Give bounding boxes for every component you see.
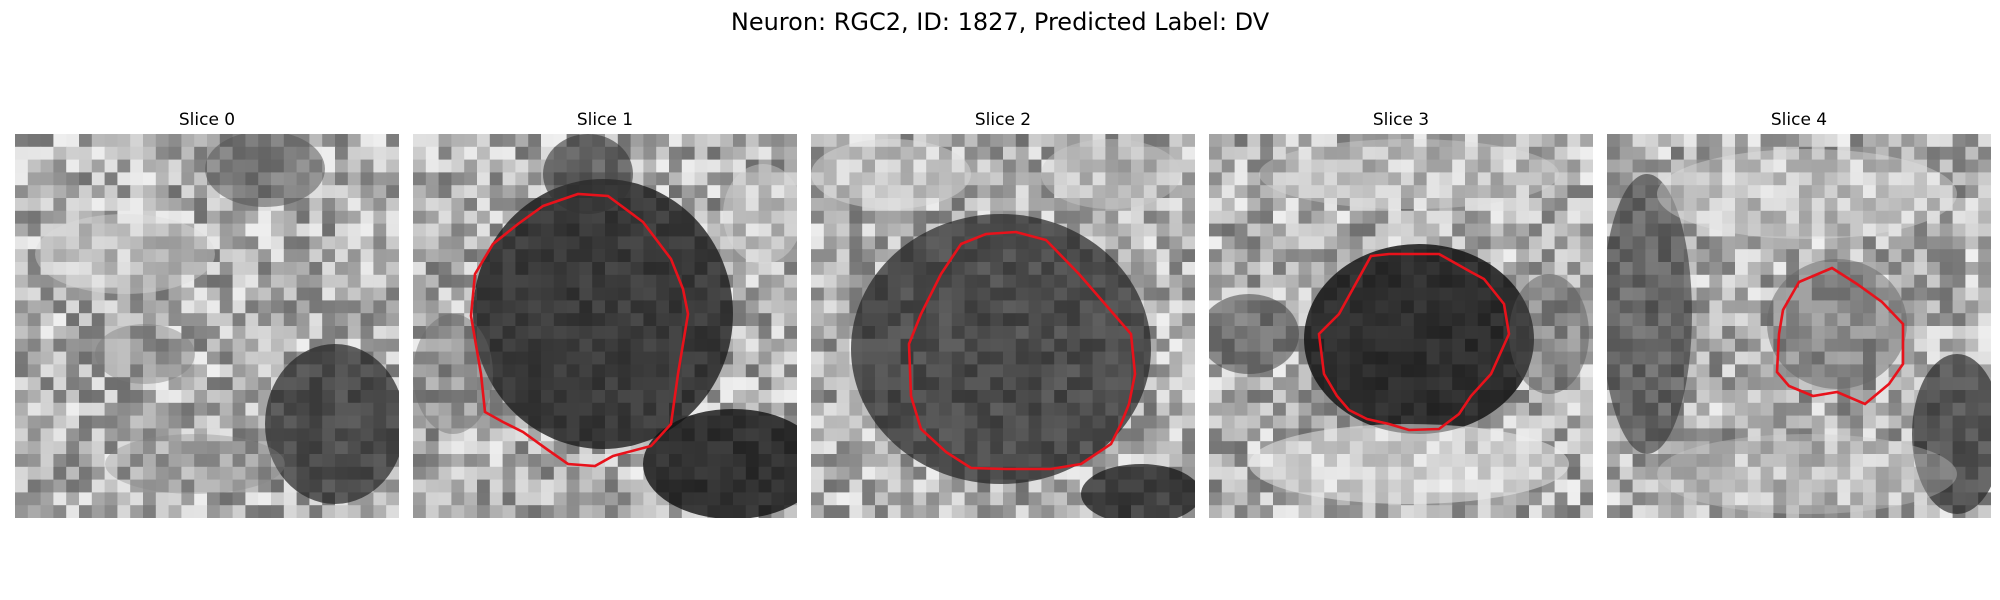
cell-contour (469, 192, 690, 468)
slice-title: Slice 1 (576, 110, 634, 130)
cell-contour (1317, 252, 1511, 432)
slice-title: Slice 2 (974, 110, 1032, 130)
slice-title: Slice 4 (1770, 110, 1828, 130)
slice-image (15, 134, 399, 518)
texture-blobs (413, 134, 797, 518)
slice-panel-2: Slice 2 (811, 108, 1195, 518)
texture-blobs (1607, 149, 1991, 514)
texture-blobs (1209, 139, 1589, 504)
slice-title: Slice 3 (1372, 110, 1430, 130)
cell-contour (907, 230, 1137, 471)
slice-image (413, 134, 797, 518)
cell-contour (1775, 266, 1905, 406)
texture-blobs (35, 134, 399, 504)
slice-image (1209, 134, 1593, 518)
slice-panel-4: Slice 4 (1607, 108, 1991, 518)
slice-panel-1: Slice 1 (413, 108, 797, 518)
figure-title: Neuron: RGC2, ID: 1827, Predicted Label:… (730, 8, 1270, 36)
slice-panel-3: Slice 3 (1209, 108, 1593, 518)
slice-title: Slice 0 (178, 110, 236, 130)
slice-image (811, 134, 1195, 518)
slice-panel-0: Slice 0 (15, 108, 399, 518)
texture-blobs (811, 139, 1195, 518)
slice-image (1607, 134, 1991, 518)
